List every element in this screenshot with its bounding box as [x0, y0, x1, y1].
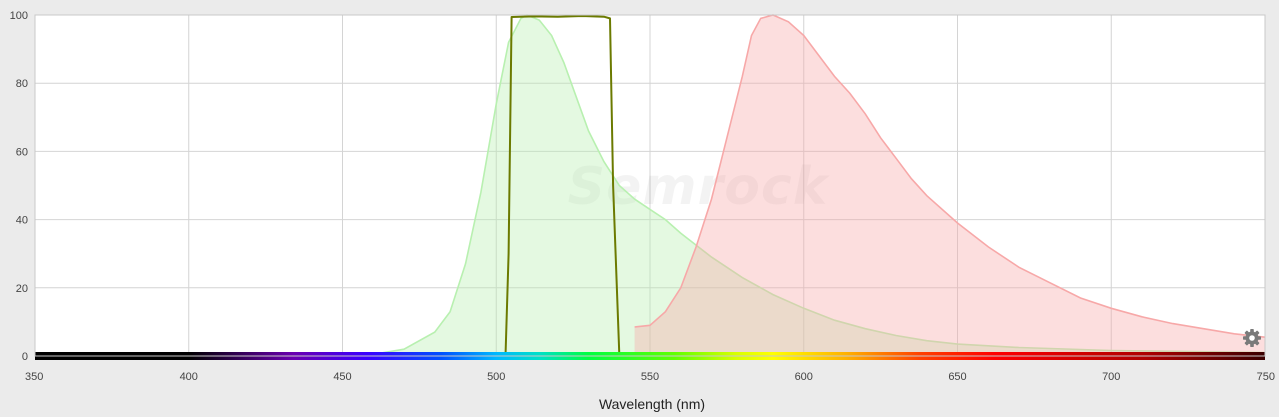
x-tick-label: 350 — [25, 371, 43, 383]
gear-icon[interactable] — [1243, 329, 1261, 347]
series-area-1 — [634, 15, 1265, 356]
x-tick-label: 400 — [180, 371, 198, 383]
y-tick-label: 20 — [16, 283, 28, 295]
x-tick-label: 550 — [641, 371, 659, 383]
watermark: Semrock — [568, 157, 831, 217]
x-tick-label: 650 — [948, 371, 966, 383]
x-tick-label: 500 — [487, 371, 505, 383]
plot-border — [34, 14, 1266, 357]
y-tick-label: 100 — [10, 10, 28, 22]
x-tick-label: 600 — [795, 371, 813, 383]
y-tick-label: 0 — [22, 351, 28, 363]
x-axis-title: Wavelength (nm) — [599, 396, 705, 412]
y-tick-label: 60 — [16, 146, 28, 158]
series-line-0 — [35, 14, 1266, 357]
y-tick-label: 80 — [16, 78, 28, 90]
y-tick-labels: 0 20 40 60 80 100 — [10, 10, 28, 363]
y-tick-label: 40 — [16, 215, 28, 227]
x-tick-label: 450 — [333, 371, 351, 383]
x-tick-label: 750 — [1257, 371, 1275, 383]
series-area-0 — [35, 15, 1265, 356]
series-line-1 — [634, 14, 1266, 338]
x-tick-labels: 350 400 450 500 550 600 650 700 750 — [25, 371, 1275, 383]
x-tick-label: 700 — [1102, 371, 1120, 383]
